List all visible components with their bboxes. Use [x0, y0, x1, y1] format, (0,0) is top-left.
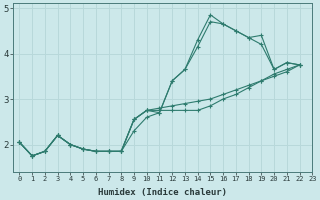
X-axis label: Humidex (Indice chaleur): Humidex (Indice chaleur)	[98, 188, 227, 197]
